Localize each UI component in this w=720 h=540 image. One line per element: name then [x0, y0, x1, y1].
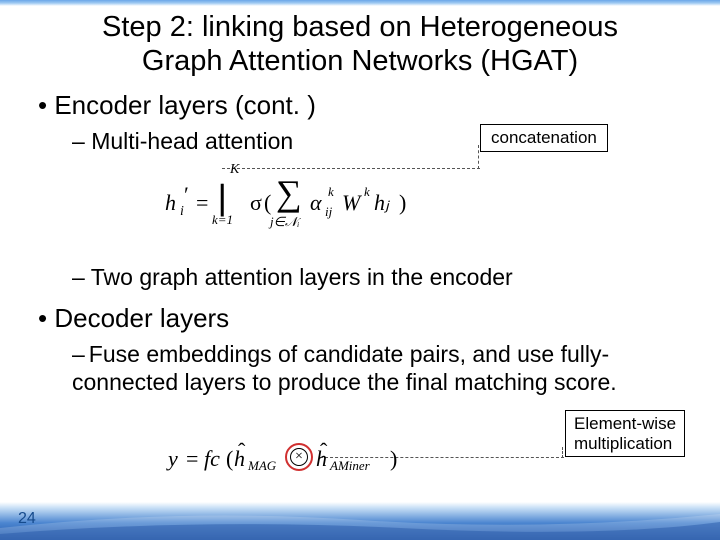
f1-j-in-N: j∈𝒩ᵢ: [270, 214, 299, 230]
f1-sigma: σ: [250, 190, 262, 216]
annotation-concatenation: concatenation: [480, 124, 608, 152]
f1-k-sup-W: k: [364, 184, 370, 200]
f2-h2: h: [316, 446, 327, 472]
bottom-curve-overlay: [0, 500, 720, 540]
annot2-line1: Element-wise: [574, 414, 676, 433]
highlight-circle: [285, 443, 313, 471]
f1-alpha: α: [310, 190, 322, 216]
page-number: 24: [18, 510, 36, 528]
f1-hj: hⱼ: [374, 190, 389, 216]
f1-k-sup-alpha: k: [328, 184, 334, 200]
f1-lparen: (: [264, 190, 271, 216]
formula-multihead-attention: h ′ i = K || k=1 σ ( ∑ j∈𝒩ᵢ α ij k W k h…: [150, 162, 450, 247]
f2-y: y: [168, 446, 178, 472]
f1-ij: ij: [325, 204, 332, 220]
f1-sum: ∑: [276, 172, 302, 214]
bullet-encoder-layers: Encoder layers (cont. ): [38, 90, 316, 121]
sub3-dash: –: [72, 340, 85, 368]
subbullet-fuse-embeddings: – Fuse embeddings of candidate pairs, an…: [72, 340, 680, 396]
title-line-1: Step 2: linking based on Heterogeneous: [102, 11, 618, 43]
f2-fc: fc: [204, 446, 220, 472]
slide-title: Step 2: linking based on Heterogeneous G…: [0, 10, 720, 78]
f2-lparen: (: [226, 446, 233, 472]
f1-equals: =: [196, 190, 208, 216]
f1-subscript-i: i: [180, 204, 184, 220]
title-line-2: Graph Attention Networks (HGAT): [142, 45, 578, 77]
f2-aminer-subscript: AMiner: [330, 458, 370, 474]
f1-W: W: [342, 190, 360, 216]
bullet-decoder-layers: Decoder layers: [38, 303, 229, 334]
annotation-elementwise: Element-wise multiplication: [565, 410, 685, 457]
dashed-connector-2b: [562, 447, 564, 458]
f1-rparen: ): [399, 190, 406, 216]
f2-rparen: ): [390, 446, 397, 472]
subbullet-multihead: Multi-head attention: [72, 128, 293, 155]
f1-K: K: [230, 162, 239, 178]
subbullet-two-layers: Two graph attention layers in the encode…: [72, 264, 513, 291]
formula-matching-score: y = fc ( ˆ h MAG × ˆ h AMiner ): [168, 440, 528, 480]
f1-k-eq-1: k=1: [212, 212, 233, 228]
sub3-text: Fuse embeddings of candidate pairs, and …: [72, 341, 617, 395]
f1-h: h: [165, 190, 176, 216]
f2-mag-subscript: MAG: [248, 458, 276, 474]
f1-prime: ′: [184, 182, 189, 208]
f2-equals: =: [186, 446, 198, 472]
f2-h1: h: [234, 446, 245, 472]
top-gradient-bar: [0, 0, 720, 6]
annot2-line2: multiplication: [574, 434, 672, 453]
dashed-connector-1b: [478, 145, 480, 169]
